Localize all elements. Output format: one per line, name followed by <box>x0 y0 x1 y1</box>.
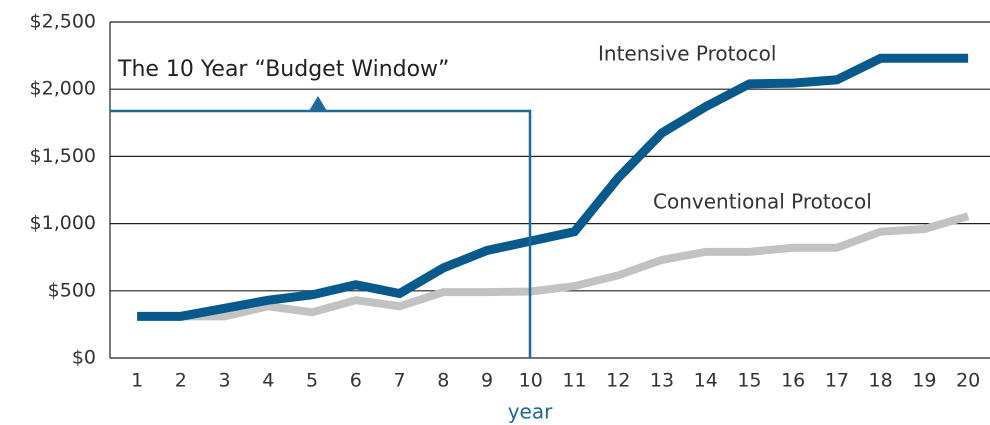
x-tick-label: 15 <box>737 370 761 392</box>
y-tick-label: $1,500 <box>30 145 96 167</box>
x-tick-label: 2 <box>175 370 187 392</box>
x-tick-label: 3 <box>219 370 231 392</box>
y-tick-label: $500 <box>48 279 96 301</box>
x-tick-label: 7 <box>393 370 405 392</box>
x-tick-label: 20 <box>956 370 980 392</box>
budget-window-bracket <box>110 109 532 358</box>
x-tick-label: 19 <box>912 370 936 392</box>
x-tick-label: 4 <box>262 370 274 392</box>
x-axis-label: year <box>508 400 553 424</box>
y-tick-label: $1,000 <box>30 212 96 234</box>
series-line <box>137 53 969 321</box>
x-tick-label: 5 <box>306 370 318 392</box>
x-tick-label: 12 <box>606 370 630 392</box>
x-tick-label: 10 <box>519 370 543 392</box>
lines <box>137 53 970 321</box>
x-tick-label: 8 <box>437 370 449 392</box>
x-tick-label: 13 <box>650 370 674 392</box>
x-tick-label: 14 <box>694 370 718 392</box>
y-tick-label: $0 <box>72 347 96 369</box>
grid <box>110 21 990 359</box>
x-tick-label: 9 <box>481 370 493 392</box>
y-tick-label: $2,000 <box>30 78 96 100</box>
x-tick-label: 16 <box>781 370 805 392</box>
series-label: Conventional Protocol <box>653 190 872 214</box>
x-tick-label: 11 <box>562 370 586 392</box>
y-tick-label: $2,500 <box>30 11 96 33</box>
x-tick-label: 18 <box>869 370 893 392</box>
bracket-arrow <box>309 96 327 111</box>
x-tick-label: 1 <box>131 370 143 392</box>
chart-title: The 10 Year “Budget Window” <box>117 57 449 82</box>
x-tick-label: 17 <box>825 370 849 392</box>
series-line <box>137 212 970 321</box>
x-tick-label: 6 <box>350 370 362 392</box>
series-label: Intensive Protocol <box>598 42 776 66</box>
